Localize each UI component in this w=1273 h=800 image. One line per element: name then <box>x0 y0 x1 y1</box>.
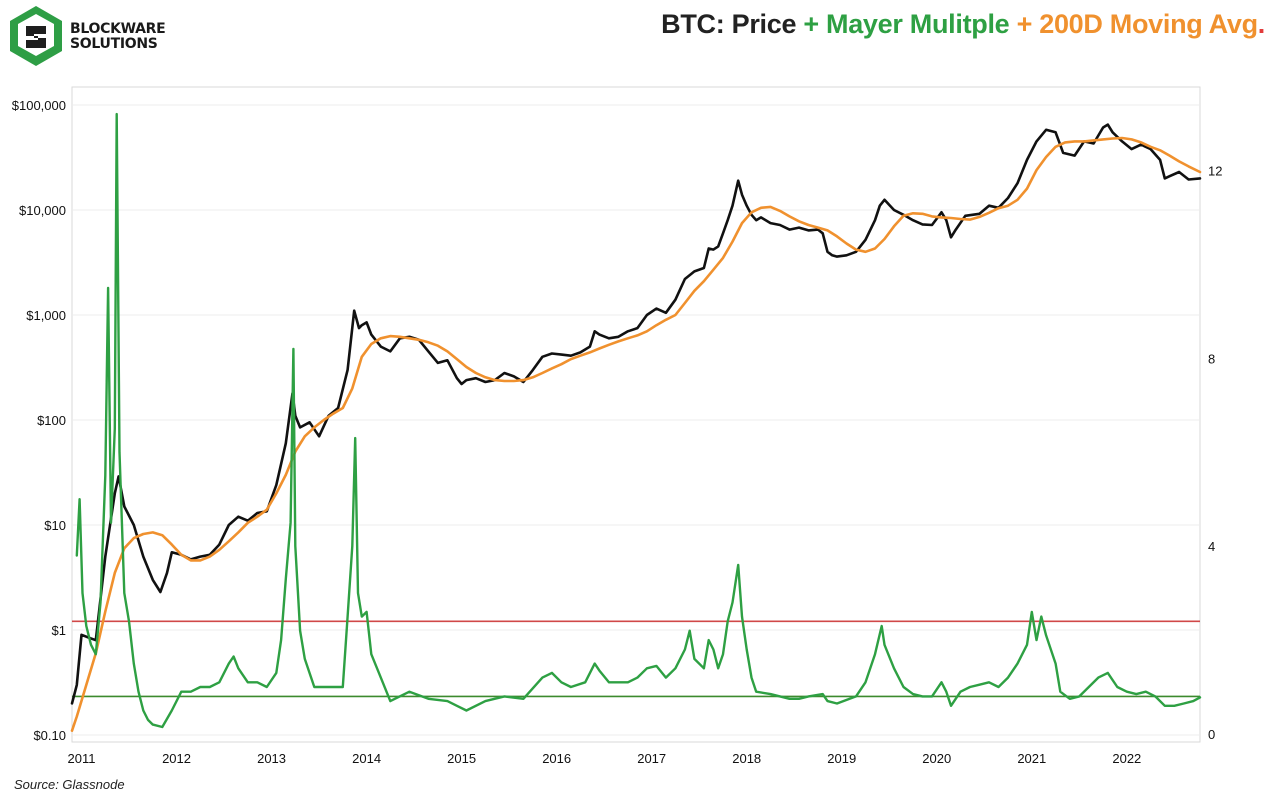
y-right-tick-label: 0 <box>1208 727 1215 742</box>
price-series-line <box>70 123 1202 705</box>
x-tick-label: 2015 <box>447 751 476 766</box>
title-mayer: + Mayer Mulitple <box>803 9 1017 39</box>
x-tick-label: 2022 <box>1112 751 1141 766</box>
mayer-multiple-series-line <box>75 112 1202 729</box>
x-tick-label: 2017 <box>637 751 666 766</box>
y-right-tick-label: 8 <box>1208 351 1215 366</box>
title-dot: . <box>1257 9 1266 39</box>
x-tick-label: 2012 <box>162 751 191 766</box>
y-left-tick-label: $0.10 <box>33 728 66 743</box>
logo-line-1: BLOCKWARE <box>70 21 166 37</box>
chart-title: BTC: Price + Mayer Mulitple + 200D Movin… <box>661 9 1265 40</box>
y-left-tick-label: $1,000 <box>26 308 66 323</box>
y-left-tick-label: $1 <box>52 623 66 638</box>
blockware-logo: BLOCKWARE SOLUTIONS <box>6 4 166 74</box>
x-tick-label: 2020 <box>922 751 951 766</box>
x-tick-label: 2014 <box>352 751 381 766</box>
y-right-tick-label: 4 <box>1208 539 1215 554</box>
y-right-tick-label: 12 <box>1208 163 1222 178</box>
logo-line-2: SOLUTIONS <box>70 36 158 52</box>
x-tick-label: 2013 <box>257 751 286 766</box>
x-tick-label: 2021 <box>1017 751 1046 766</box>
x-tick-label: 2019 <box>827 751 856 766</box>
title-price: BTC: Price <box>661 9 804 39</box>
x-tick-label: 2018 <box>732 751 761 766</box>
y-left-tick-label: $10,000 <box>19 203 66 218</box>
ma-200d-series-line <box>70 136 1202 732</box>
logo-mark <box>10 6 62 66</box>
title-ma: + 200D Moving Avg <box>1016 9 1259 39</box>
x-tick-label: 2016 <box>542 751 571 766</box>
source-note: Source: Glassnode <box>14 777 125 792</box>
plot-frame <box>71 86 1201 743</box>
y-left-tick-label: $10 <box>44 518 66 533</box>
x-tick-label: 2011 <box>68 751 96 766</box>
y-left-tick-label: $100 <box>37 413 66 428</box>
y-left-tick-label: $100,000 <box>12 98 66 113</box>
